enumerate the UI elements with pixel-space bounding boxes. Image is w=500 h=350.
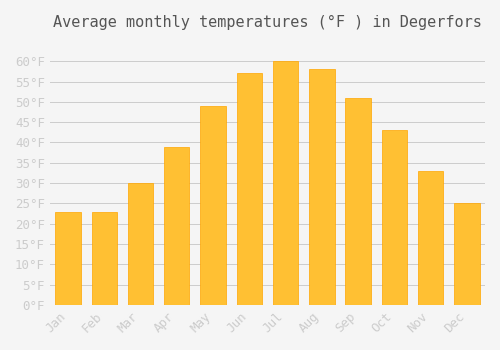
Bar [236,74,262,305]
Bar [454,203,479,305]
Bar [164,147,190,305]
Bar [128,183,153,305]
Bar [273,61,298,305]
Bar [382,130,407,305]
Bar [346,98,371,305]
Bar [92,211,117,305]
Title: Average monthly temperatures (°F ) in Degerfors: Average monthly temperatures (°F ) in De… [53,15,482,30]
Bar [200,106,226,305]
Bar [418,171,444,305]
Bar [56,211,80,305]
Bar [309,69,334,305]
